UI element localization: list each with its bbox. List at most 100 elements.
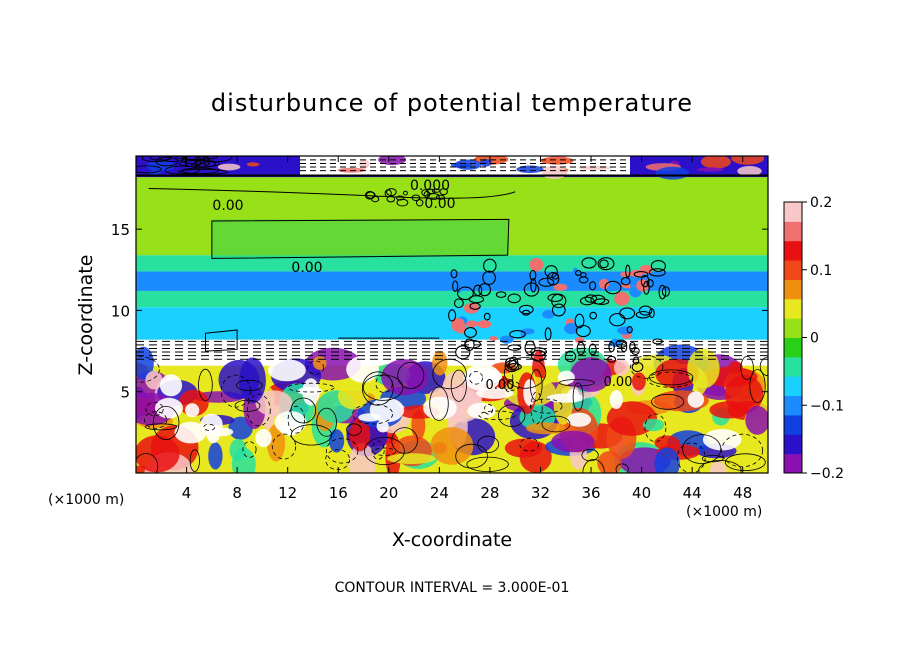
x-tick-label: 24 <box>430 484 449 502</box>
contour-line <box>581 448 599 462</box>
contour-line <box>364 191 375 200</box>
colorbar-segment <box>784 376 802 397</box>
blob <box>378 156 407 166</box>
blob <box>454 318 465 330</box>
band <box>136 271 768 291</box>
contour-line <box>615 339 628 348</box>
contour-line <box>435 194 445 200</box>
contour-lines <box>136 156 768 473</box>
x-axis-unit-right: (×1000 m) <box>686 504 762 520</box>
blob <box>338 382 369 410</box>
contour-line <box>538 277 555 287</box>
contour-label: 0.00 <box>608 341 637 356</box>
blob <box>564 323 579 335</box>
x-axis-title: X-coordinate <box>392 529 512 551</box>
contour-line <box>626 326 633 334</box>
contour-line <box>575 324 591 338</box>
blob <box>268 359 306 382</box>
colorbar-segment <box>784 414 802 435</box>
contour-line <box>504 360 520 373</box>
contour-line <box>386 188 397 197</box>
blob <box>358 159 370 170</box>
contour-line <box>541 415 571 433</box>
blob <box>642 418 665 432</box>
blob <box>136 435 180 473</box>
colorbar-segment <box>784 337 802 358</box>
contour-line <box>198 368 213 401</box>
contour-line <box>325 438 359 464</box>
blob <box>553 381 573 425</box>
contour-label: 0.00 <box>291 260 322 276</box>
contour-line <box>597 257 615 271</box>
contour-line <box>572 382 584 412</box>
contour-line <box>159 156 186 163</box>
blob <box>617 326 633 335</box>
contour-line <box>506 363 522 371</box>
colorbar-segment <box>784 202 802 222</box>
contour-line <box>325 449 351 471</box>
contour-line <box>365 191 376 199</box>
contour-line <box>411 194 421 202</box>
contour-labels: 0.00 0.00 0.00 0.000 0.00 0.00 0.00 1.60 <box>182 156 637 393</box>
contour-line <box>136 356 160 383</box>
contour-line <box>271 433 297 460</box>
contour-line <box>396 195 405 201</box>
contour-line <box>721 433 763 468</box>
colorbar-segment <box>784 298 802 319</box>
contour-line <box>530 278 537 293</box>
colorbar-tick-label: 0.2 <box>810 195 832 211</box>
colorbar-segment <box>784 453 802 474</box>
contour-line <box>530 347 547 357</box>
contour-line <box>631 361 644 373</box>
colorbar-segment <box>784 221 802 242</box>
contour-line <box>498 404 526 427</box>
contour-line <box>287 405 305 434</box>
plot-frame <box>135 155 769 474</box>
contour-line <box>759 356 768 377</box>
contour-line <box>509 330 526 339</box>
colorbar-segment <box>784 395 802 416</box>
contour-line <box>544 327 552 341</box>
contour-line <box>203 423 216 431</box>
blob <box>697 167 724 172</box>
blob <box>614 359 630 376</box>
x-tick-label: 12 <box>278 484 297 502</box>
contour-line <box>643 280 650 295</box>
contour-line <box>648 369 694 386</box>
blob <box>185 403 200 418</box>
contour-line <box>468 371 483 385</box>
contour-line <box>483 403 494 415</box>
blob <box>430 427 474 465</box>
contour-line <box>631 346 640 356</box>
contour-line <box>363 436 405 466</box>
contour-line <box>619 307 636 320</box>
contour-line <box>307 360 325 375</box>
blob <box>312 356 327 370</box>
plot-area: 0.00 0.00 0.00 0.000 0.00 0.00 0.00 1.60 <box>135 155 769 474</box>
blob <box>709 460 727 473</box>
blob <box>174 421 207 444</box>
blob <box>687 391 704 408</box>
contour-label: 0.00 <box>486 378 515 393</box>
x-tick-label: 36 <box>581 484 600 502</box>
blob <box>217 163 241 171</box>
contour-line <box>468 295 485 304</box>
contour-interval-label: CONTOUR INTERVAL = 3.000E-01 <box>335 580 570 596</box>
colorbar-tick-label: −0.1 <box>810 398 844 414</box>
contour-label: 0.000 <box>410 178 450 194</box>
colorbar-tick-label: 0.1 <box>810 263 832 279</box>
blob <box>480 159 492 167</box>
contour-line <box>724 453 766 472</box>
contour-line <box>607 355 617 363</box>
contour-line <box>287 382 335 393</box>
contour-line <box>564 350 577 363</box>
blob <box>553 283 568 291</box>
blob <box>489 336 498 341</box>
blob <box>629 279 634 289</box>
blob <box>536 279 549 286</box>
contour-line <box>644 413 667 443</box>
y-tick-label: 15 <box>111 221 130 239</box>
band <box>136 290 768 308</box>
blob <box>541 165 568 179</box>
